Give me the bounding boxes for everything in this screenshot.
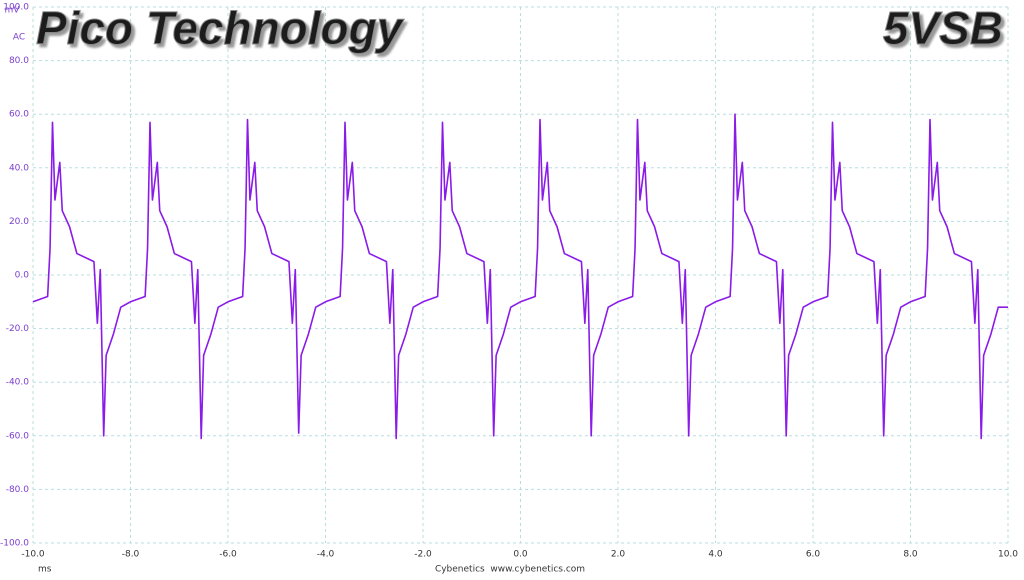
x-tick-label: 10.0 <box>998 550 1018 560</box>
trace <box>32 113 1008 440</box>
x-unit: ms <box>38 565 52 575</box>
x-tick-label: 8.0 <box>903 550 918 560</box>
x-tick-label: 4.0 <box>708 550 723 560</box>
x-tick-label: 6.0 <box>806 550 821 560</box>
footer: Cybenetics www.cybenetics.com <box>435 565 585 575</box>
y-tick-label: -100.0 <box>0 539 29 549</box>
y-tick-label: -60.0 <box>6 431 30 441</box>
chart-subtitle: 5VSB <box>883 2 1003 54</box>
y-tick-label: -20.0 <box>6 324 30 334</box>
x-tick-label: -10.0 <box>21 550 45 560</box>
x-tick-label: -6.0 <box>219 550 237 560</box>
y-tick-label: 80.0 <box>9 56 29 66</box>
x-tick-label: -2.0 <box>414 550 432 560</box>
x-tick-label: -4.0 <box>317 550 335 560</box>
y-tick-label: 40.0 <box>9 163 29 173</box>
y-coupling: AC <box>13 33 25 43</box>
chart-title: Pico Technology <box>36 2 405 54</box>
y-tick-label: -40.0 <box>6 378 30 388</box>
y-tick-label: 20.0 <box>9 217 29 227</box>
y-unit: mV <box>5 6 21 16</box>
y-tick-label: -80.0 <box>6 485 30 495</box>
y-tick-label: 0.0 <box>15 271 30 281</box>
x-tick-label: 0.0 <box>513 550 528 560</box>
y-tick-label: 100.0 <box>3 3 29 13</box>
x-tick-label: 2.0 <box>611 550 626 560</box>
x-tick-label: -8.0 <box>122 550 140 560</box>
y-tick-label: 60.0 <box>9 110 29 120</box>
